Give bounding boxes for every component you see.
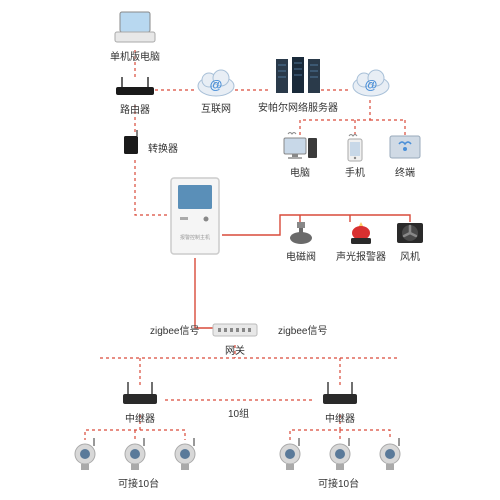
edge-label-zigbee-right: zigbee信号 (278, 322, 327, 337)
edge-label-zigbee-left: zigbee信号 (150, 322, 199, 337)
node-gateway: 网关 (210, 318, 260, 357)
detector-icon (170, 438, 200, 472)
phone-label: 手机 (345, 164, 365, 179)
repeater1-label: 中继器 (125, 410, 155, 425)
node-det1 (70, 438, 100, 472)
node-controller: 报警控制主机 (168, 175, 222, 257)
node-converter: 转换器 (120, 130, 142, 156)
repeater1-icon (118, 380, 162, 408)
node-fan: 风机 (394, 218, 426, 263)
servers-label: 安帕尔网络服务器 (258, 99, 338, 114)
cloud2-icon: @ (350, 68, 392, 98)
node-det2 (120, 438, 150, 472)
fan-label: 风机 (400, 248, 420, 263)
detector-icon (70, 438, 100, 472)
pc-label: 电脑 (290, 164, 310, 179)
node-det5 (325, 438, 355, 472)
node-repeater2: 中继器 (318, 380, 362, 425)
alarm-label: 声光报警器 (336, 248, 386, 263)
node-det3 (170, 438, 200, 472)
detector-icon (275, 438, 305, 472)
node-servers: 安帕尔网络服务器 (258, 55, 338, 114)
svg-text:@: @ (365, 77, 378, 92)
gateway-icon (210, 318, 260, 340)
repeater2-label: 中继器 (325, 410, 355, 425)
node-det6 (375, 438, 405, 472)
gateway-label: 网关 (225, 342, 245, 357)
edge-label-cap-right: 可接10台 (318, 475, 359, 490)
edge-label-10groups: 10组 (228, 405, 249, 420)
node-alarm: 声光报警器 (336, 218, 386, 263)
node-valve: 电磁阀 (286, 220, 316, 263)
detector-icon (375, 438, 405, 472)
terminal-icon (386, 130, 424, 162)
edge-label-cap-left: 可接10台 (118, 475, 159, 490)
controller-icon: 报警控制主机 (168, 175, 222, 257)
alarm-icon (347, 218, 375, 246)
fan-icon (394, 218, 426, 246)
phone-icon (344, 132, 366, 162)
svg-text:@: @ (210, 77, 223, 92)
servers-icon (266, 55, 330, 97)
valve-label: 电磁阀 (286, 248, 316, 263)
svg-text:报警控制主机: 报警控制主机 (180, 234, 210, 241)
router-label: 路由器 (120, 101, 150, 116)
terminal-label: 终端 (395, 164, 415, 179)
repeater2-icon (318, 380, 362, 408)
valve-icon (287, 220, 315, 246)
converter-label: 转换器 (148, 140, 178, 155)
node-phone: 手机 (344, 132, 366, 179)
node-router: 路由器 (112, 75, 158, 116)
node-laptop: 单机版电脑 (110, 10, 160, 63)
router-icon (112, 75, 158, 99)
node-terminal: 终端 (386, 130, 424, 179)
node-repeater1: 中继器 (118, 380, 162, 425)
pc-icon (280, 130, 320, 162)
node-cloud1: @ 互联网 (195, 68, 237, 115)
node-pc: 电脑 (280, 130, 320, 179)
node-det4 (275, 438, 305, 472)
detector-icon (325, 438, 355, 472)
node-cloud2: @ (350, 68, 392, 98)
converter-icon (120, 130, 142, 156)
cloud1-icon: @ (195, 68, 237, 98)
detector-icon (120, 438, 150, 472)
cloud1-label: 互联网 (201, 100, 231, 115)
laptop-icon (110, 10, 160, 46)
laptop-label: 单机版电脑 (110, 48, 160, 63)
